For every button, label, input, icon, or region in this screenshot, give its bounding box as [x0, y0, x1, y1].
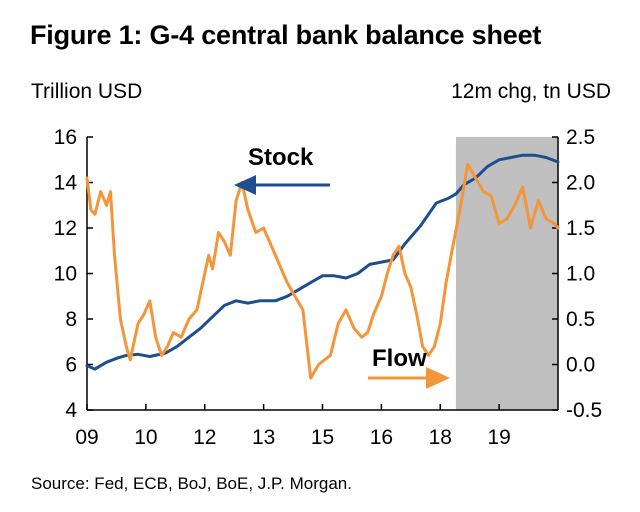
right-tick-label: 1.5 — [566, 217, 595, 240]
left-tick-label: 12 — [54, 217, 77, 240]
x-tick-label: 16 — [370, 426, 393, 449]
stock-annotation-label: Stock — [248, 144, 314, 171]
x-tick-label: 19 — [487, 426, 510, 449]
flow-series-line — [85, 162, 560, 380]
flow-annotation-label: Flow — [372, 345, 427, 372]
left-tick-label: 16 — [54, 126, 77, 149]
right-tick-label: 2.5 — [566, 126, 595, 149]
x-tick-label: 15 — [311, 426, 334, 449]
source-note: Source: Fed, ECB, BoJ, BoE, J.P. Morgan. — [31, 474, 352, 493]
x-tick-label: 10 — [134, 426, 157, 449]
right-tick-label: 0.5 — [566, 308, 595, 331]
right-tick-label: -0.5 — [566, 399, 602, 422]
right-tick-label: 2.0 — [566, 172, 595, 195]
left-tick-label: 8 — [65, 308, 77, 331]
chart-title: Figure 1: G-4 central bank balance sheet — [30, 20, 542, 50]
x-tick-label: 13 — [252, 426, 275, 449]
right-tick-label: 1.0 — [566, 263, 595, 286]
x-tick-label: 18 — [429, 426, 452, 449]
right-tick-label: 0.0 — [566, 354, 595, 377]
shaded-region — [455, 137, 558, 410]
x-tick-label: 12 — [193, 426, 216, 449]
left-tick-label: 10 — [54, 263, 77, 286]
left-tick-label: 14 — [54, 172, 78, 195]
flow-arrow-head — [426, 367, 450, 389]
stock-arrow-head — [234, 175, 256, 195]
right-axis-unit: 12m chg, tn USD — [451, 80, 611, 103]
left-tick-label: 6 — [65, 354, 77, 377]
left-axis-unit: Trillion USD — [31, 80, 143, 103]
left-tick-label: 4 — [65, 399, 77, 422]
x-tick-label: 09 — [75, 426, 98, 449]
